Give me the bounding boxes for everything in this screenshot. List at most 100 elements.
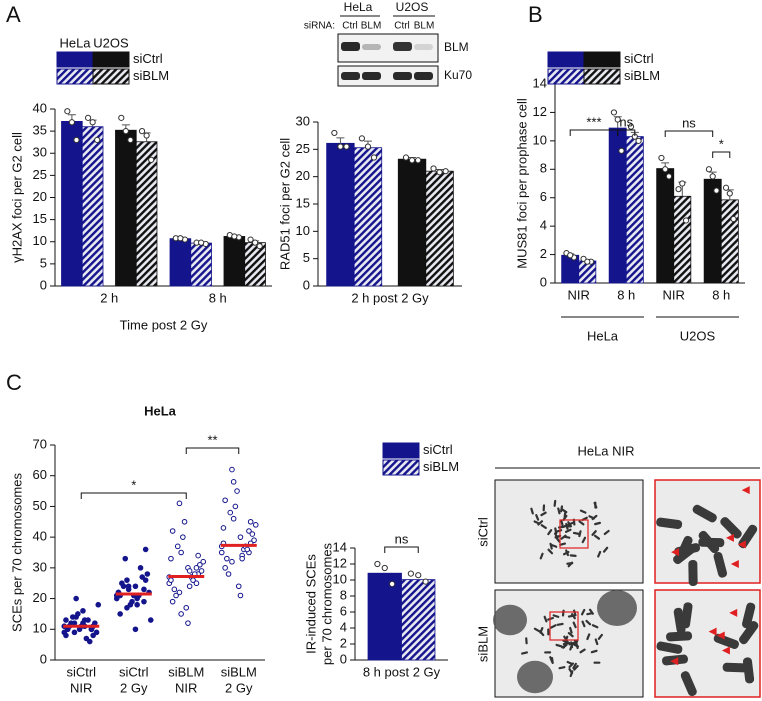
chromosome (540, 511, 547, 517)
data-point (113, 595, 120, 602)
chromosomes (656, 602, 759, 697)
x-tick-label: 2 h post 2 Gy (351, 290, 429, 305)
bar (401, 579, 436, 661)
data-point (129, 598, 135, 605)
data-point (237, 592, 244, 599)
bar (223, 236, 246, 287)
data-point (230, 479, 237, 485)
data-point (193, 565, 200, 571)
data-point (232, 503, 239, 510)
replicate-point (567, 252, 574, 259)
replicate-point (381, 564, 388, 572)
error-bar (336, 137, 345, 144)
chromosome (525, 637, 528, 645)
chromosome (556, 622, 564, 626)
chromosome (742, 602, 756, 629)
data-point (246, 528, 252, 534)
data-point (71, 629, 78, 636)
replicate-point (389, 580, 396, 588)
chromosome (540, 524, 547, 530)
y-tick-label: 6 (540, 189, 547, 204)
data-point (63, 632, 69, 639)
chromosome (547, 529, 553, 536)
chromosome (550, 543, 558, 548)
chromosome (593, 661, 601, 664)
chart-title: HeLa (144, 403, 177, 418)
chromosome (572, 609, 577, 617)
y-tick-label: 8 (540, 161, 547, 176)
x-tick-label: siCtrl (66, 664, 96, 679)
sce-arrowhead (708, 627, 717, 636)
chromosome (573, 664, 579, 671)
sce-arrowhead (741, 486, 750, 495)
chromosome (579, 509, 587, 514)
replicate-point (705, 166, 713, 173)
data-point (124, 577, 130, 583)
replicate-point (64, 108, 71, 115)
chromosome (535, 514, 540, 521)
x-tick-label: 8 h (209, 290, 227, 305)
y-axis-label: γH2AX foci per G2 cell (9, 132, 24, 263)
y-tick-label: 30 (33, 145, 47, 160)
bar (81, 126, 104, 287)
significance-bracket (617, 129, 636, 136)
data-point (190, 577, 196, 583)
chromosomes (493, 590, 637, 694)
data-point (132, 583, 139, 590)
replicate-point (127, 136, 134, 144)
bar (656, 168, 675, 284)
bar (397, 158, 427, 287)
data-point (234, 488, 240, 494)
data-point (178, 611, 184, 617)
legend-label: siBLM (624, 68, 660, 83)
x-tick-label: NIR (568, 287, 590, 302)
y-tick-label: 0 (303, 277, 310, 292)
blot-band (414, 44, 433, 50)
data-point (120, 583, 127, 590)
chromosome (688, 559, 698, 586)
legend-swatch (382, 442, 420, 459)
chromosome (533, 627, 541, 633)
y-tick-label: 14 (533, 75, 547, 90)
data-point (132, 626, 139, 633)
chromosome (602, 546, 609, 553)
chromosome (572, 621, 577, 629)
chromosome (570, 641, 574, 649)
chromosome (521, 651, 529, 655)
replicate-point (726, 190, 733, 197)
y-tick-label: 2 (340, 635, 347, 650)
chromosome (558, 666, 566, 670)
chromosome (550, 624, 557, 629)
data-point (181, 518, 188, 525)
data-point (247, 518, 254, 525)
legend-swatch (547, 68, 585, 85)
replicate-point (231, 233, 238, 240)
y-tick-label: 35 (33, 123, 47, 138)
bar (353, 147, 383, 287)
legend-swatch (382, 459, 420, 476)
y-axis-label: RAD51 foci per G2 cell (277, 138, 292, 270)
legend-swatch (547, 51, 585, 68)
replicate-point (442, 168, 449, 175)
chromosome (568, 667, 574, 675)
chromosome (656, 517, 683, 529)
replicate-point (415, 572, 422, 579)
y-tick-label: 10 (533, 132, 547, 147)
chromosome (720, 517, 742, 539)
significance-label: *** (586, 114, 601, 129)
replicate-point (722, 184, 730, 191)
chromosome (591, 624, 599, 629)
replicate-point (436, 169, 443, 176)
replicate-point (84, 114, 92, 121)
chromosome (544, 651, 552, 654)
micrograph (654, 479, 761, 584)
data-point (83, 635, 90, 642)
bar (61, 120, 83, 287)
data-point (198, 568, 205, 574)
data-point (168, 555, 174, 562)
y-tick-label: 10 (33, 621, 47, 636)
chromosome (537, 520, 544, 526)
chromosome (739, 621, 759, 645)
data-point (227, 509, 234, 516)
y-axis-label: IR-induced SCEs (303, 554, 318, 654)
